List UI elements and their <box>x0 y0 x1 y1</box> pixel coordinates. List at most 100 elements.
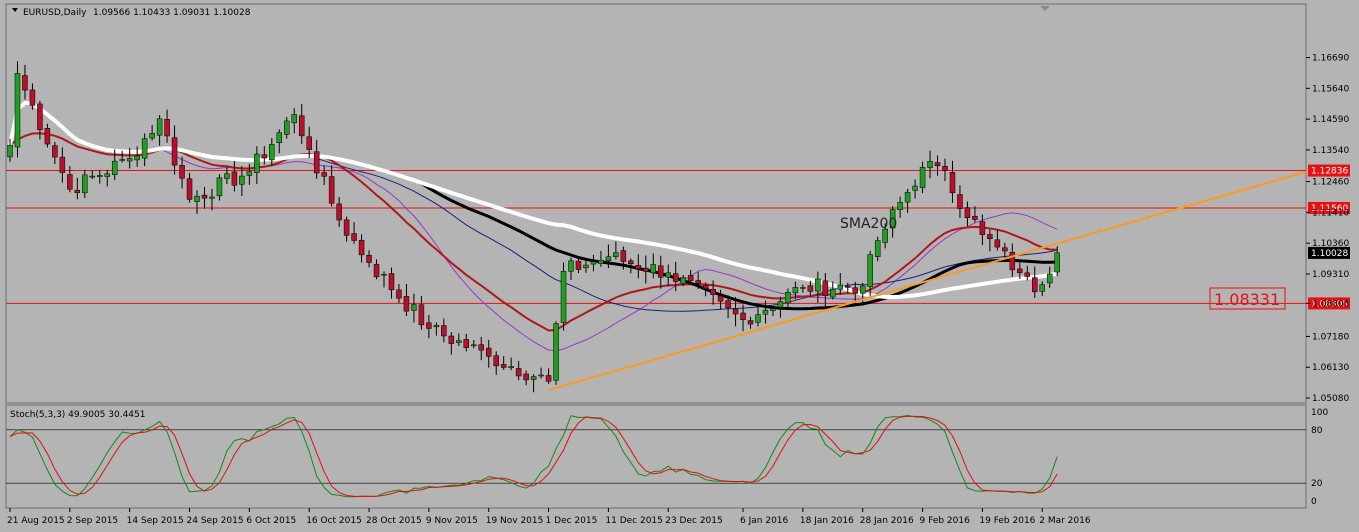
candle <box>201 187 208 209</box>
price-tick-label: 1.05080 <box>1312 394 1349 404</box>
candle <box>680 274 686 287</box>
date-tick-label: 21 Aug 2015 <box>7 516 65 526</box>
sma200-label: SMA200 <box>840 216 897 232</box>
candle <box>74 177 81 200</box>
date-tick-label: 23 Dec 2015 <box>665 516 723 526</box>
main-panel <box>6 61 1307 393</box>
candle-body <box>530 376 537 380</box>
candle-body <box>874 240 881 257</box>
price-tick-label: 1.12460 <box>1312 178 1349 188</box>
candle-body <box>373 263 380 278</box>
date-tick-label: 1 Dec 2015 <box>546 516 598 526</box>
candle-body <box>934 162 941 166</box>
candle-body <box>919 166 926 189</box>
candle <box>515 361 522 381</box>
axes: 1.12836 1.11560 1.08305 1.10028 1.16690 1.156… <box>7 54 1350 526</box>
price-tag-text: 1.08331 <box>1214 290 1280 309</box>
candle <box>628 258 634 274</box>
sma200-white-line <box>8 100 1058 300</box>
candle-body <box>695 280 701 284</box>
stoch-tick-label: 20 <box>1311 479 1323 489</box>
candle-body <box>830 288 836 298</box>
candle <box>254 146 260 184</box>
candle <box>927 150 933 179</box>
candle-body <box>411 304 417 311</box>
candle <box>837 272 844 295</box>
candle-body <box>239 175 245 185</box>
candle <box>598 250 604 267</box>
candle-body <box>568 260 574 272</box>
candle <box>343 216 350 242</box>
level-price-label: 1.11560 <box>1311 204 1348 214</box>
candle-body <box>845 285 851 288</box>
candle <box>1054 246 1060 277</box>
candle <box>493 351 499 375</box>
candle-body <box>792 287 799 294</box>
candle <box>613 241 619 260</box>
date-tick-label: 16 Oct 2015 <box>306 516 362 526</box>
candle <box>874 236 881 262</box>
candle <box>411 293 417 323</box>
candle-body <box>284 120 290 135</box>
price-tag-box[interactable]: 1.08331 <box>1209 287 1286 310</box>
date-tick-label: 14 Sep 2015 <box>127 516 184 526</box>
candle <box>403 283 410 316</box>
candle-body <box>957 194 963 209</box>
candle-body <box>889 209 896 229</box>
price-tick-label: 1.13540 <box>1312 146 1349 156</box>
candle <box>897 196 903 218</box>
candle-body <box>104 173 110 177</box>
date-tick-label: 6 Jan 2016 <box>740 516 788 526</box>
candle-body <box>321 172 327 177</box>
candle <box>904 188 911 213</box>
shift-marker-icon[interactable] <box>1040 6 1050 11</box>
candle <box>934 155 941 176</box>
candle <box>433 322 440 336</box>
candle <box>859 282 866 306</box>
candle <box>590 254 597 272</box>
candle <box>800 284 806 293</box>
candle-body <box>650 264 657 274</box>
candle-body <box>949 172 956 194</box>
candle <box>239 166 245 196</box>
candle <box>104 169 110 187</box>
candle-body <box>306 136 312 150</box>
candle-body <box>740 312 746 320</box>
candle <box>485 339 492 368</box>
candle-body <box>448 335 455 344</box>
candle <box>620 246 627 270</box>
candle-body <box>643 267 649 272</box>
candle-body <box>269 144 275 161</box>
stoch-signal-line <box>9 415 1058 498</box>
date-tick-label: 19 Nov 2015 <box>486 516 544 526</box>
stoch-tick-label: 100 <box>1311 408 1328 418</box>
candle <box>777 296 784 318</box>
stoch-panel <box>6 414 1306 498</box>
date-tick-label: 18 Jan 2016 <box>800 516 854 526</box>
candle-body <box>560 271 567 323</box>
candle <box>216 174 223 201</box>
candle <box>1024 265 1031 281</box>
collapse-triangle-icon[interactable] <box>12 8 18 12</box>
candle <box>336 197 342 227</box>
candle <box>164 109 170 143</box>
date-tick-label: 9 Nov 2015 <box>426 516 478 526</box>
candle <box>149 125 155 141</box>
candle <box>822 273 829 308</box>
candle <box>785 288 791 309</box>
candle <box>1009 243 1016 277</box>
candle <box>1039 281 1045 297</box>
symbol-label: EURUSD,Daily <box>23 8 87 18</box>
candle <box>209 188 215 211</box>
candle-body <box>867 254 873 287</box>
candle-body <box>575 260 582 270</box>
candle <box>500 356 507 370</box>
candle-body <box>119 159 125 161</box>
date-tick-label: 19 Feb 2016 <box>979 516 1035 526</box>
candle-body <box>313 151 320 174</box>
candle-body <box>725 300 731 309</box>
level-price-label: 1.08305 <box>1311 299 1348 309</box>
candle-body <box>37 103 43 131</box>
candle-body <box>927 161 933 168</box>
